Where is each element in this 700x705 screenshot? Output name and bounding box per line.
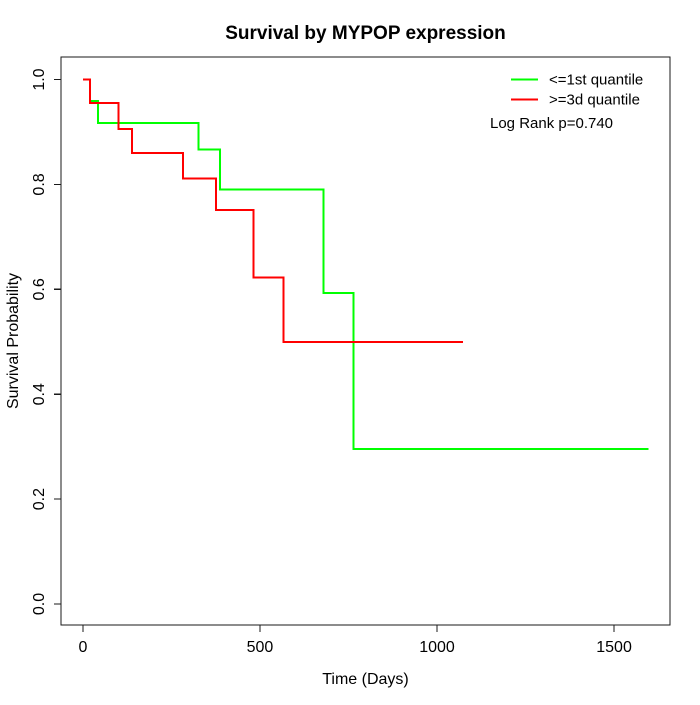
plot-box <box>60 56 671 626</box>
y-tick-label: 0.6 <box>31 278 48 300</box>
legend-label-1: >=3d quantile <box>549 92 640 109</box>
chart-title: Survival by MYPOP expression <box>225 23 506 44</box>
pvalue-annotation: Log Rank p=0.740 <box>490 115 613 132</box>
x-tick-label: 1500 <box>596 639 632 656</box>
x-tick-label: 1000 <box>419 639 455 656</box>
x-tick-label: 500 <box>247 639 274 656</box>
legend-label-0: <=1st quantile <box>549 72 643 89</box>
series-curve-0 <box>83 78 649 450</box>
y-tick-label: 1.0 <box>31 68 48 90</box>
y-axis-label: Survival Probability <box>5 273 22 409</box>
series-curve-1 <box>83 78 464 343</box>
y-tick-label: 0.4 <box>31 383 48 405</box>
y-tick-label: 0.0 <box>31 593 48 615</box>
x-tick-label: 0 <box>78 639 87 656</box>
y-tick-label: 0.8 <box>31 173 48 195</box>
x-axis-label: Time (Days) <box>322 671 409 688</box>
y-tick-label: 0.2 <box>31 488 48 510</box>
